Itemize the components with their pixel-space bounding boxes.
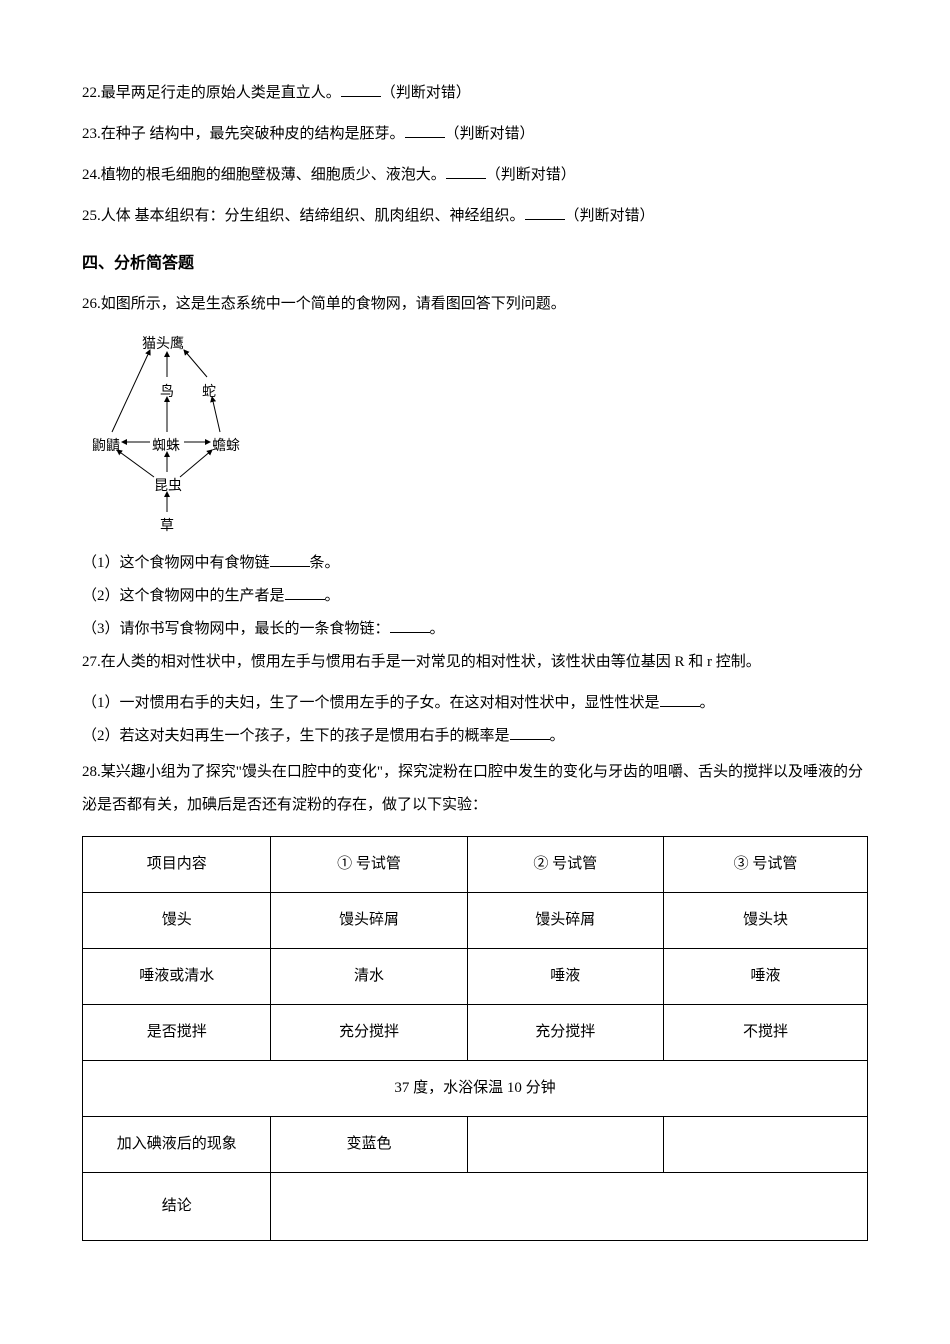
- q26-text: 如图所示，这是生态系统中一个简单的食物网，请看图回答下列问题。: [101, 296, 566, 312]
- cell[interactable]: [663, 1116, 867, 1172]
- q28-num: 28.: [82, 764, 101, 780]
- q27-sub2-blank[interactable]: [510, 725, 550, 740]
- label-insect: 昆虫: [154, 474, 182, 499]
- cell: 馒头碎屑: [271, 892, 467, 948]
- q27-sub1-blank[interactable]: [660, 692, 700, 707]
- th-3: ③ 号试管: [663, 836, 867, 892]
- cell: 馒头块: [663, 892, 867, 948]
- q27-num: 27.: [82, 654, 101, 670]
- question-27: 27.在人类的相对性状中，惯用左手与惯用右手是一对常见的相对性状，该性状由等位基…: [82, 649, 868, 676]
- q23-num: 23.: [82, 126, 101, 142]
- q22-text: 最早两足行走的原始人类是直立人。: [101, 85, 341, 101]
- q26-sub2: （2）这个食物网中的生产者是 。: [82, 583, 868, 610]
- label-shrew: 鼩鼱: [92, 434, 120, 459]
- experiment-table: 项目内容 ① 号试管 ② 号试管 ③ 号试管 馒头 馒头碎屑 馒头碎屑 馒头块 …: [82, 836, 868, 1241]
- label-grass: 草: [160, 514, 174, 539]
- question-26: 26.如图所示，这是生态系统中一个简单的食物网，请看图回答下列问题。: [82, 291, 868, 318]
- cell: 清水: [271, 948, 467, 1004]
- q26-sub2-blank[interactable]: [285, 585, 325, 600]
- q25-num: 25.: [82, 208, 101, 224]
- q23-suffix: （判断对错）: [445, 126, 535, 142]
- merged-cell: 37 度，水浴保温 10 分钟: [83, 1060, 868, 1116]
- cell: 不搅拌: [663, 1004, 867, 1060]
- q26-sub1: （1）这个食物网中有食物链 条。: [82, 550, 868, 577]
- q24-blank[interactable]: [446, 164, 486, 179]
- q24-text: 植物的根毛细胞的细胞壁极薄、细胞质少、液泡大。: [101, 167, 446, 183]
- q24-suffix: （判断对错）: [486, 167, 576, 183]
- q26-sub3-suf: 。: [430, 621, 445, 637]
- q26-sub1-blank[interactable]: [270, 552, 310, 567]
- q22-blank[interactable]: [341, 82, 381, 97]
- th-2: ② 号试管: [467, 836, 663, 892]
- cell: 馒头碎屑: [467, 892, 663, 948]
- q23-text: 在种子 结构中，最先突破种皮的结构是胚芽。: [101, 126, 405, 142]
- table-header-row: 项目内容 ① 号试管 ② 号试管 ③ 号试管: [83, 836, 868, 892]
- table-row: 馒头 馒头碎屑 馒头碎屑 馒头块: [83, 892, 868, 948]
- q26-num: 26.: [82, 296, 101, 312]
- cell[interactable]: [467, 1116, 663, 1172]
- question-24: 24.植物的根毛细胞的细胞壁极薄、细胞质少、液泡大。 （判断对错）: [82, 162, 868, 189]
- table-row: 加入碘液后的现象 变蓝色: [83, 1116, 868, 1172]
- label-spider: 蜘蛛: [152, 434, 180, 459]
- q27-sub1: （1）一对惯用右手的夫妇，生了一个惯用左手的子女。在这对相对性状中，显性性状是 。: [82, 690, 868, 717]
- conclusion-cell[interactable]: [271, 1172, 868, 1240]
- label-owl: 猫头鹰: [142, 332, 184, 357]
- q26-sub3: （3）请你书写食物网中，最长的一条食物链： 。: [82, 616, 868, 643]
- question-22: 22.最早两足行走的原始人类是直立人。 （判断对错）: [82, 80, 868, 107]
- q26-sub3-blank[interactable]: [390, 618, 430, 633]
- cell: 唾液或清水: [83, 948, 271, 1004]
- q26-sub2-pre: （2）这个食物网中的生产者是: [82, 588, 285, 604]
- q23-blank[interactable]: [405, 123, 445, 138]
- q25-text: 人体 基本组织有：分生组织、结缔组织、肌肉组织、神经组织。: [101, 208, 525, 224]
- q26-sub2-suf: 。: [325, 588, 340, 604]
- label-toad: 蟾蜍: [212, 434, 240, 459]
- q27-sub2: （2）若这对夫妇再生一个孩子，生下的孩子是惯用右手的概率是 。: [82, 723, 868, 750]
- q28-text: 某兴趣小组为了探究"馒头在口腔中的变化"，探究淀粉在口腔中发生的变化与牙齿的咀嚼…: [82, 764, 863, 813]
- q27-sub2-suf: 。: [550, 728, 565, 744]
- q25-blank[interactable]: [525, 205, 565, 220]
- q27-sub1-suf: 。: [700, 695, 715, 711]
- cell: 充分搅拌: [271, 1004, 467, 1060]
- label-snake: 蛇: [202, 380, 216, 405]
- section-4-title: 四、分析简答题: [82, 250, 868, 279]
- question-25: 25.人体 基本组织有：分生组织、结缔组织、肌肉组织、神经组织。 （判断对错）: [82, 203, 868, 230]
- th-1: ① 号试管: [271, 836, 467, 892]
- q25-suffix: （判断对错）: [565, 208, 655, 224]
- q26-sub3-pre: （3）请你书写食物网中，最长的一条食物链：: [82, 621, 390, 637]
- cell: 馒头: [83, 892, 271, 948]
- cell: 变蓝色: [271, 1116, 467, 1172]
- label-bird: 鸟: [160, 380, 174, 405]
- table-row: 唾液或清水 清水 唾液 唾液: [83, 948, 868, 1004]
- q27-sub2-pre: （2）若这对夫妇再生一个孩子，生下的孩子是惯用右手的概率是: [82, 728, 510, 744]
- cell: 充分搅拌: [467, 1004, 663, 1060]
- q26-sub1-pre: （1）这个食物网中有食物链: [82, 555, 270, 571]
- food-web-svg: [92, 332, 262, 532]
- cell: 唾液: [663, 948, 867, 1004]
- table-merged-row: 37 度，水浴保温 10 分钟: [83, 1060, 868, 1116]
- table-row: 结论: [83, 1172, 868, 1240]
- q27-sub1-pre: （1）一对惯用右手的夫妇，生了一个惯用左手的子女。在这对相对性状中，显性性状是: [82, 695, 660, 711]
- food-web-diagram: 猫头鹰 鸟 蛇 鼩鼱 蜘蛛 蟾蜍 昆虫 草: [92, 332, 262, 532]
- th-0: 项目内容: [83, 836, 271, 892]
- question-23: 23.在种子 结构中，最先突破种皮的结构是胚芽。 （判断对错）: [82, 121, 868, 148]
- q22-suffix: （判断对错）: [381, 85, 471, 101]
- cell: 是否搅拌: [83, 1004, 271, 1060]
- cell: 结论: [83, 1172, 271, 1240]
- q22-num: 22.: [82, 85, 101, 101]
- question-28: 28.某兴趣小组为了探究"馒头在口腔中的变化"，探究淀粉在口腔中发生的变化与牙齿…: [82, 756, 868, 822]
- q24-num: 24.: [82, 167, 101, 183]
- cell: 加入碘液后的现象: [83, 1116, 271, 1172]
- cell: 唾液: [467, 948, 663, 1004]
- q27-text: 在人类的相对性状中，惯用左手与惯用右手是一对常见的相对性状，该性状由等位基因 R…: [101, 654, 761, 670]
- table-row: 是否搅拌 充分搅拌 充分搅拌 不搅拌: [83, 1004, 868, 1060]
- q26-sub1-suf: 条。: [310, 555, 340, 571]
